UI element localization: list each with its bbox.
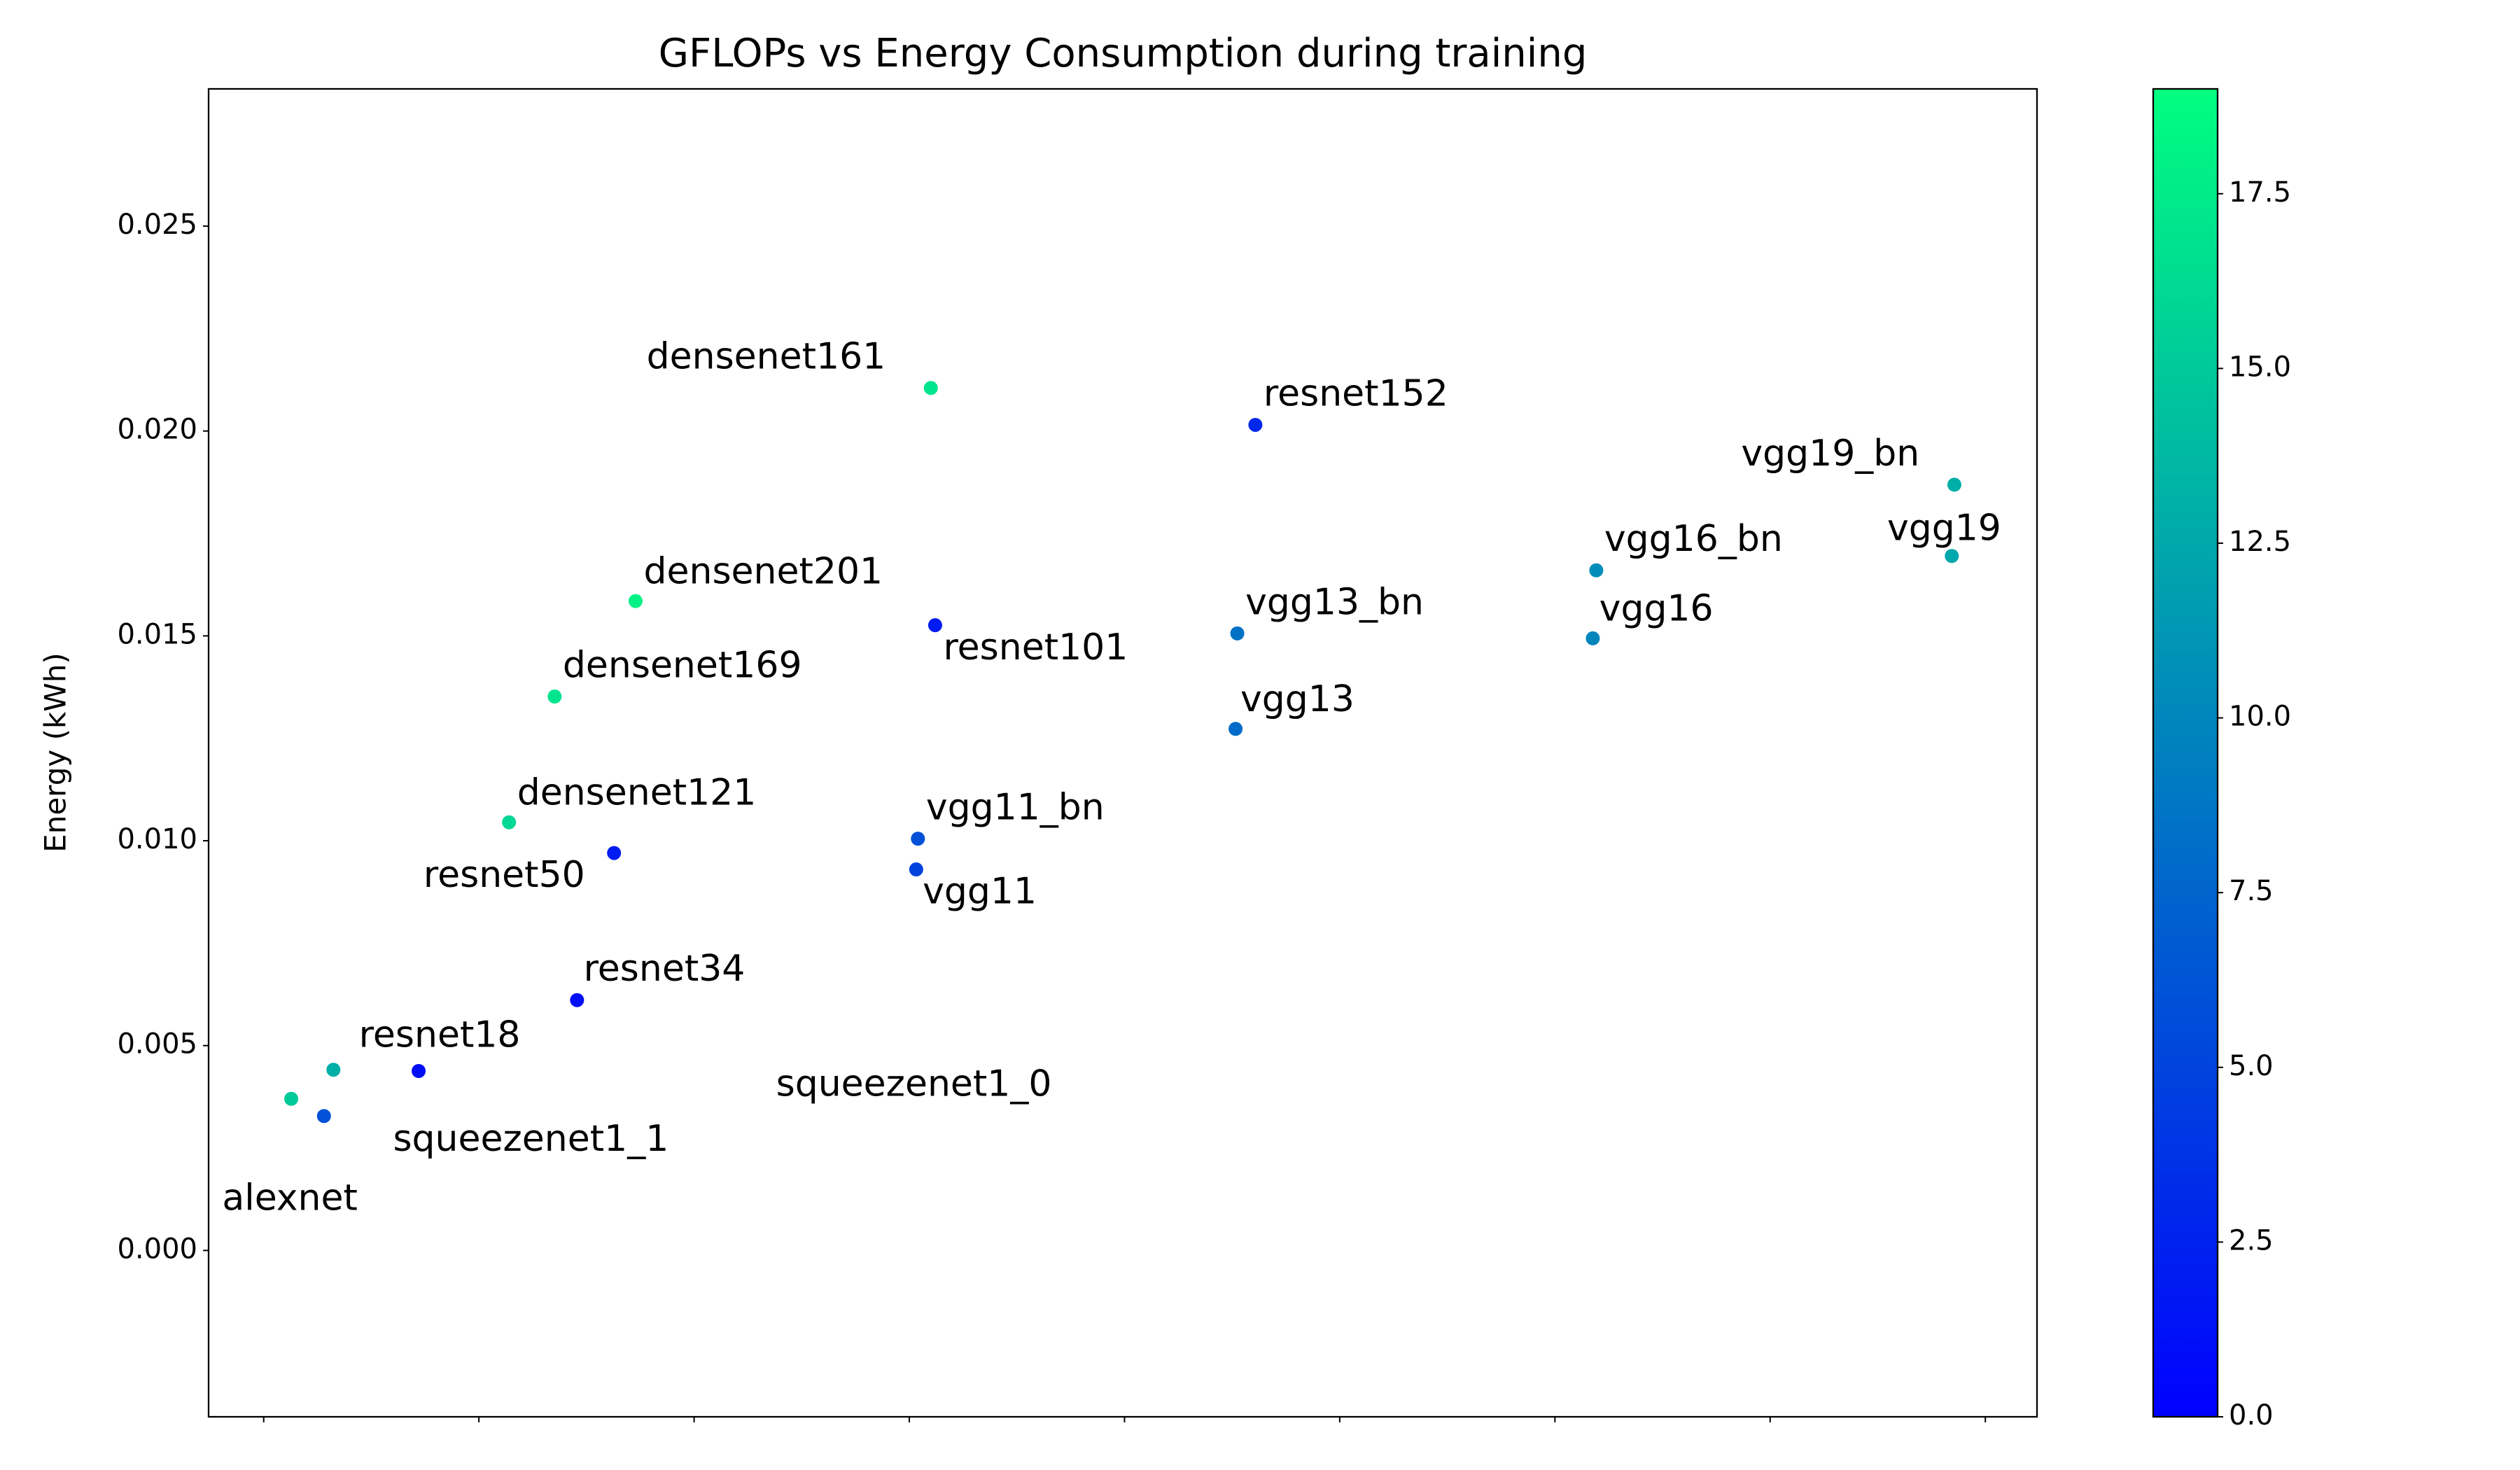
point (911, 832, 925, 846)
point (923, 381, 938, 396)
point-label: vgg13 (1240, 678, 1354, 720)
plot-frame (207, 88, 2038, 1418)
point (927, 618, 942, 633)
point-label: resnet152 (1264, 372, 1448, 414)
point (1230, 626, 1245, 640)
point (502, 815, 517, 830)
point-label: vgg19 (1887, 507, 2001, 549)
point-label: resnet34 (584, 948, 746, 990)
colorbar-tick-label: 17.5 (2229, 176, 2291, 209)
point (1589, 563, 1604, 578)
point (1586, 631, 1600, 645)
colorbar-tick-label: 5.0 (2229, 1050, 2274, 1082)
colorbar-tick-label: 10.0 (2229, 701, 2291, 733)
point (316, 1109, 331, 1124)
point-label: squeezenet1_0 (776, 1063, 1052, 1105)
colorbar-tick-label: 15.0 (2229, 351, 2291, 383)
y-tick-label: 0.010 (117, 823, 197, 855)
point (1248, 417, 1263, 432)
point-label: vgg16_bn (1604, 518, 1783, 560)
colorbar-tick-label: 12.5 (2229, 526, 2291, 558)
colorbar-tick-label: 7.5 (2229, 875, 2274, 907)
point (909, 862, 923, 877)
point-label: densenet121 (517, 771, 757, 813)
point (412, 1063, 426, 1078)
point (570, 993, 584, 1007)
point-label: densenet201 (643, 550, 883, 592)
y-tick-label: 0.020 (117, 414, 197, 446)
point-label: vgg19_bn (1741, 433, 1919, 475)
colorbar-tick-label: 2.5 (2229, 1224, 2274, 1256)
point (1947, 477, 1961, 492)
y-tick-label: 0.005 (117, 1028, 197, 1060)
y-tick-label: 0.000 (117, 1233, 197, 1265)
point-label: vgg11_bn (926, 787, 1105, 829)
point (326, 1063, 341, 1077)
point-label: resnet18 (359, 1014, 521, 1056)
point-label: vgg11 (923, 871, 1037, 913)
point (1228, 722, 1243, 736)
point (547, 690, 562, 704)
y-tick-label: 0.015 (117, 618, 197, 650)
point-label: densenet169 (563, 644, 802, 686)
point-label: resnet101 (943, 626, 1128, 668)
y-axis-label: Energy (kWh) (38, 652, 73, 853)
point (284, 1091, 299, 1106)
point (607, 846, 622, 860)
colorbar (2152, 88, 2219, 1418)
point (628, 594, 643, 608)
point-label: densenet161 (647, 336, 886, 378)
colorbar-tick-label: 0.0 (2229, 1399, 2274, 1432)
chart-title: GFLOPs vs Energy Consumption during trai… (659, 31, 1588, 76)
point-label: vgg16 (1600, 588, 1714, 630)
point-label: alexnet (222, 1177, 358, 1219)
point-label: squeezenet1_1 (393, 1118, 668, 1160)
y-tick-label: 0.025 (117, 209, 197, 241)
point-label: resnet50 (424, 854, 585, 896)
point (1945, 549, 1959, 564)
point-label: vgg13_bn (1245, 581, 1424, 623)
